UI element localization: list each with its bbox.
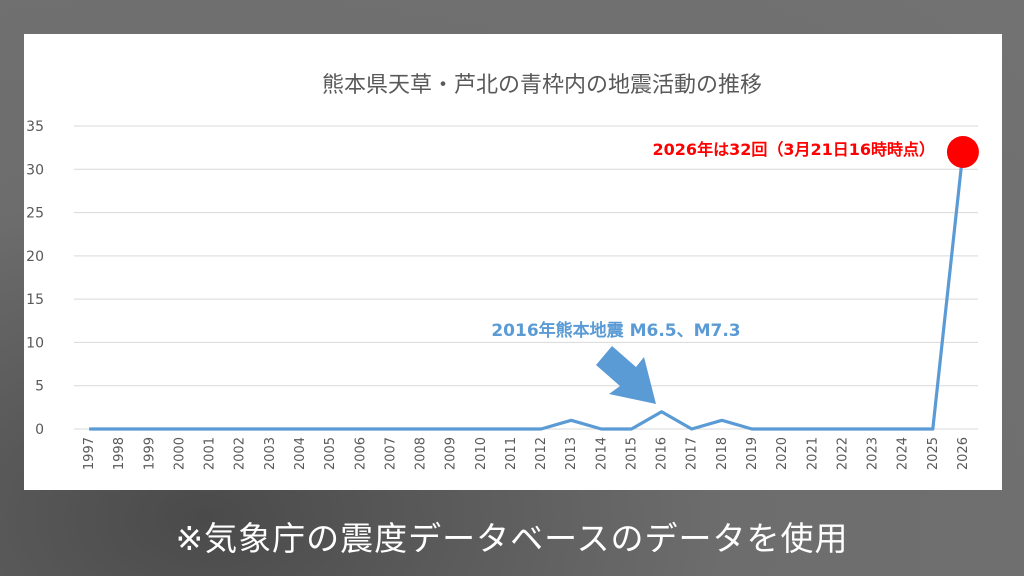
- x-tick-label: 2001: [203, 437, 218, 470]
- highlight-point-2026: [946, 135, 979, 168]
- x-tick-label: 2015: [624, 437, 639, 470]
- x-tick-label: 2020: [775, 437, 790, 470]
- y-tick-label: 10: [26, 335, 44, 351]
- x-tick-label: 2013: [564, 437, 579, 470]
- x-tick-label: 2014: [594, 437, 609, 470]
- x-tick-label: 2010: [474, 437, 489, 470]
- x-tick-label: 2008: [414, 437, 429, 470]
- data-points: [89, 135, 979, 430]
- x-tick-label: 1999: [142, 437, 157, 470]
- x-tick-label: 2021: [805, 437, 820, 470]
- chart-title: 熊本県天草・芦北の青枠内の地震活動の推移: [322, 73, 762, 98]
- x-tick-label: 2000: [172, 437, 187, 470]
- annotation-arrow: [596, 346, 656, 404]
- x-tick-label: 2026: [956, 437, 971, 470]
- source-caption: ※気象庁の震度データベースのデータを使用: [175, 519, 849, 558]
- x-tick-label: 2022: [835, 437, 850, 470]
- chart-panel: 熊本県天草・芦北の青枠内の地震活動の推移 0 5 10 15 20 25 30 35 1997…: [24, 34, 1002, 490]
- x-tick-label: 2003: [263, 437, 278, 470]
- y-axis-ticks: 0 5 10 15 20 25 30 35: [26, 119, 44, 438]
- x-tick-label: 2019: [745, 437, 760, 470]
- y-tick-label: 30: [26, 162, 44, 178]
- x-tick-label: 2023: [866, 437, 881, 470]
- x-axis-ticks: 1997 1998 1999 2000 2001 2002 2003 2004 2005 2006…: [82, 437, 971, 470]
- x-tick-label: 2002: [233, 437, 248, 470]
- y-tick-label: 15: [26, 292, 44, 308]
- annotation-2016-kumamoto-earthquake: 2016年熊本地震 M6.5、M7.3: [491, 320, 740, 341]
- annotations: 2026年は32回（3月21日16時時点） 2016年熊本地震 M6.5、M7.…: [491, 140, 935, 404]
- x-tick-label: 2018: [715, 437, 730, 470]
- x-tick-label: 2024: [896, 437, 911, 470]
- gridlines: [74, 125, 978, 430]
- x-tick-label: 2016: [655, 437, 670, 470]
- x-tick-label: 2009: [444, 437, 459, 470]
- x-tick-label: 2005: [323, 437, 338, 470]
- x-tick-label: 2006: [353, 437, 368, 470]
- y-tick-label: 25: [26, 206, 44, 222]
- x-tick-label: 2012: [534, 437, 549, 470]
- x-tick-label: 2011: [504, 437, 519, 470]
- series-line: [89, 151, 965, 431]
- x-tick-label: 1997: [82, 437, 97, 470]
- x-tick-label: 2004: [293, 437, 308, 470]
- x-tick-label: 2025: [926, 437, 941, 470]
- y-tick-label: 20: [26, 249, 44, 265]
- y-tick-label: 0: [35, 422, 44, 438]
- y-tick-label: 35: [26, 119, 44, 135]
- x-tick-label: 2017: [685, 437, 700, 470]
- x-tick-label: 2007: [383, 437, 398, 470]
- annotation-2026-count: 2026年は32回（3月21日16時時点）: [653, 140, 935, 159]
- y-tick-label: 5: [35, 379, 44, 395]
- x-tick-label: 1998: [112, 437, 127, 470]
